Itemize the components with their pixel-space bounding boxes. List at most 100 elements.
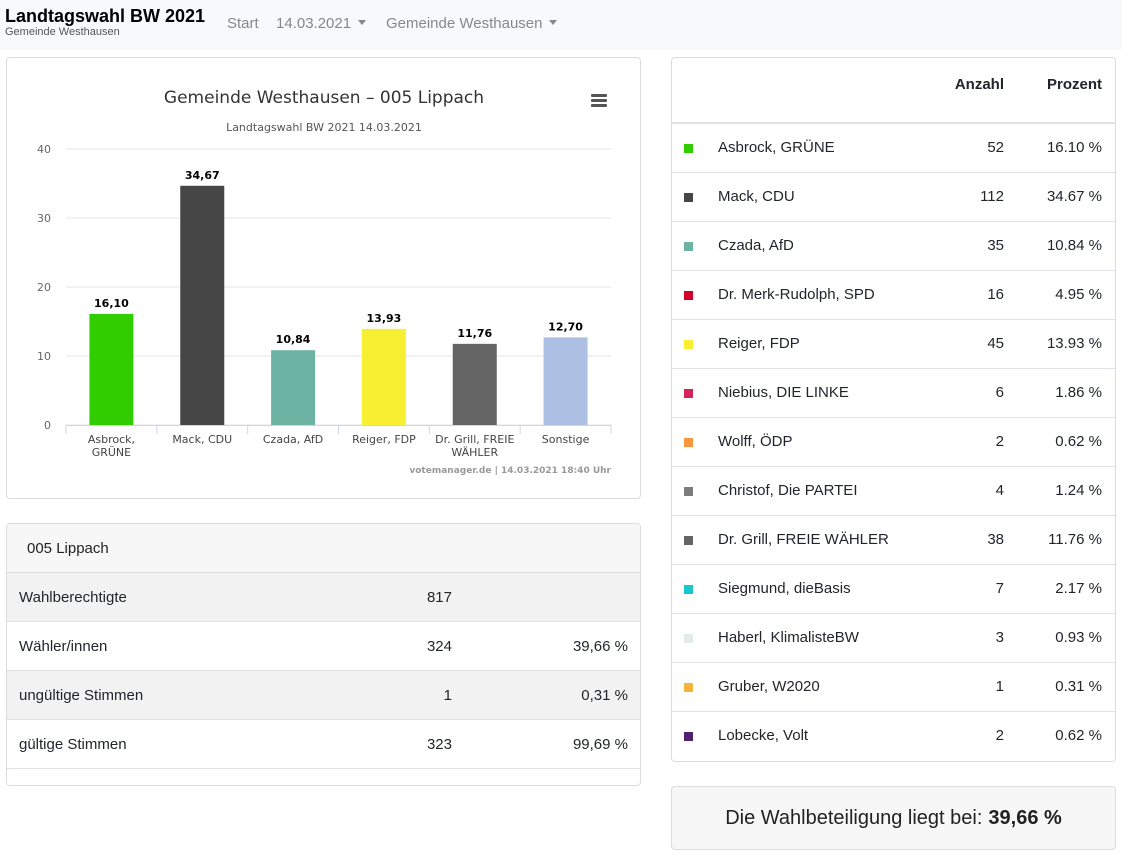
date-dropdown[interactable]: 14.03.2021 <box>276 15 367 33</box>
caret-down-icon[interactable] <box>358 20 367 25</box>
vote-count: 6 <box>995 384 1004 401</box>
vote-percent: 11.76 % <box>1048 531 1102 548</box>
party-color-swatch <box>684 438 693 447</box>
vote-percent: 0.93 % <box>1055 629 1102 646</box>
party-color-swatch <box>684 193 693 202</box>
candidate-name: Czada, AfD <box>718 237 794 254</box>
summary-row: ungültige Stimmen 1 0,31 % <box>7 671 640 720</box>
candidate-name: Mack, CDU <box>718 188 795 205</box>
brand-title[interactable]: Landtagswahl BW 2021 <box>5 6 206 26</box>
vote-percent: 16.10 % <box>1046 139 1102 156</box>
summary-percent: 0,31 % <box>581 687 628 704</box>
candidate-name: Christof, Die PARTEI <box>718 482 858 499</box>
summary-label: Wähler/innen <box>19 638 108 655</box>
summary-card: 005 Lippach Wahlberechtigte 817 Wähler/i… <box>6 523 641 786</box>
party-color-swatch <box>684 242 693 251</box>
summary-row: gültige Stimmen 323 99,69 % <box>7 720 640 769</box>
chart-subtitle: Landtagswahl BW 2021 14.03.2021 <box>226 121 422 134</box>
vote-percent: 1.86 % <box>1055 384 1102 401</box>
nav-start-label[interactable]: Start <box>227 15 259 32</box>
party-color-swatch <box>684 340 693 349</box>
party-color-swatch <box>684 144 693 153</box>
date-dropdown-label[interactable]: 14.03.2021 <box>276 15 352 32</box>
nav-start-link[interactable]: Start <box>227 15 259 33</box>
party-color-swatch <box>684 389 693 398</box>
summary-label: ungültige Stimmen <box>19 687 144 704</box>
vote-count: 2 <box>995 727 1004 744</box>
results-bar-chart: Gemeinde Westhausen – 005 Lippach Landtag… <box>37 88 612 476</box>
vote-percent: 34.67 % <box>1046 188 1102 205</box>
result-row: Asbrock, GRÜNE 52 16.10 % <box>672 124 1115 173</box>
bar-value-label: 11,76 <box>457 327 492 340</box>
chart-card: Gemeinde Westhausen – 005 Lippach Landtag… <box>6 57 641 499</box>
x-category-label: Asbrock, <box>88 433 135 446</box>
bar-value-label: 34,67 <box>185 169 220 182</box>
bar-value-label: 16,10 <box>94 297 129 310</box>
vote-percent: 0.62 % <box>1055 727 1102 744</box>
candidate-name: Dr. Grill, FREIE WÄHLER <box>718 531 889 548</box>
results-table-header: Anzahl Prozent <box>672 58 1115 124</box>
candidate-name: Reiger, FDP <box>718 335 800 352</box>
results-card: Anzahl Prozent Asbrock, GRÜNE 52 16.10 % Ma… <box>671 57 1116 762</box>
bar-value-label: 10,84 <box>276 333 311 346</box>
turnout-card: Die Wahlbeteiligung liegt bei: 39,66 % <box>671 786 1116 850</box>
chart-title: Gemeinde Westhausen – 005 Lippach <box>164 88 484 108</box>
column-header-percent[interactable]: Prozent <box>1046 76 1102 93</box>
result-row: Dr. Merk-Rudolph, SPD 16 4.95 % <box>672 271 1115 320</box>
result-row: Gruber, W2020 1 0.31 % <box>672 663 1115 712</box>
result-row: Christof, Die PARTEI 4 1.24 % <box>672 467 1115 516</box>
candidate-name: Haberl, KlimalisteBW <box>718 629 859 646</box>
result-row: Czada, AfD 35 10.84 % <box>672 222 1115 271</box>
vote-percent: 2.17 % <box>1055 580 1102 597</box>
x-category-label: GRÜNE <box>92 446 131 459</box>
vote-count: 3 <box>995 629 1004 646</box>
vote-percent: 1.24 % <box>1055 482 1102 499</box>
summary-row: Wähler/innen 324 39,66 % <box>7 622 640 671</box>
summary-percent: 99,69 % <box>572 736 628 753</box>
chart-bar <box>361 328 406 425</box>
vote-count: 4 <box>995 482 1004 499</box>
y-tick-label: 0 <box>44 419 51 432</box>
result-row: Reiger, FDP 45 13.93 % <box>672 320 1115 369</box>
y-tick-label: 40 <box>37 143 51 156</box>
result-row: Haberl, KlimalisteBW 3 0.93 % <box>672 614 1115 663</box>
party-color-swatch <box>684 634 693 643</box>
bar-value-label: 13,93 <box>367 312 402 325</box>
vote-count: 35 <box>987 237 1004 254</box>
party-color-swatch <box>684 291 693 300</box>
brand[interactable]: Landtagswahl BW 2021 Gemeinde Westhausen <box>5 6 205 38</box>
vote-percent: 10.84 % <box>1046 237 1102 254</box>
municipality-dropdown[interactable]: Gemeinde Westhausen <box>386 15 558 33</box>
candidate-name: Siegmund, dieBasis <box>718 580 851 597</box>
column-header-count[interactable]: Anzahl <box>954 76 1004 93</box>
summary-count: 323 <box>426 736 452 753</box>
result-row: Dr. Grill, FREIE WÄHLER 38 11.76 % <box>672 516 1115 565</box>
summary-label: Wahlberechtigte <box>19 589 127 606</box>
x-category-label: Sonstige <box>542 433 590 446</box>
chart-bar <box>89 313 134 425</box>
chart-bar <box>543 337 588 425</box>
result-row: Niebius, DIE LINKE 6 1.86 % <box>672 369 1115 418</box>
chart-bar <box>180 185 225 425</box>
navbar: Landtagswahl BW 2021 Gemeinde Westhausen… <box>0 0 1122 50</box>
summary-row: Wahlberechtigte 817 <box>7 573 640 622</box>
vote-percent: 0.62 % <box>1055 433 1102 450</box>
y-tick-label: 20 <box>37 281 51 294</box>
hamburger-menu-icon[interactable] <box>591 94 607 108</box>
result-row: Siegmund, dieBasis 7 2.17 % <box>672 565 1115 614</box>
party-color-swatch <box>684 683 693 692</box>
municipality-dropdown-label[interactable]: Gemeinde Westhausen <box>386 15 543 32</box>
chart-credits: votemanager.de | 14.03.2021 18:40 Uhr <box>409 466 611 476</box>
caret-down-icon[interactable] <box>549 20 558 25</box>
vote-count: 7 <box>995 580 1004 597</box>
summary-percent: 39,66 % <box>572 638 628 655</box>
party-color-swatch <box>684 487 693 496</box>
vote-count: 112 <box>980 188 1004 205</box>
vote-count: 16 <box>987 286 1004 303</box>
summary-title: 005 Lippach <box>7 524 640 573</box>
vote-percent: 4.95 % <box>1055 286 1102 303</box>
chart-bar <box>271 350 316 425</box>
results-table-body: Asbrock, GRÜNE 52 16.10 % Mack, CDU 112 34.67… <box>672 124 1115 761</box>
result-row: Lobecke, Volt 2 0.62 % <box>672 712 1115 761</box>
candidate-name: Dr. Merk-Rudolph, SPD <box>718 286 875 303</box>
